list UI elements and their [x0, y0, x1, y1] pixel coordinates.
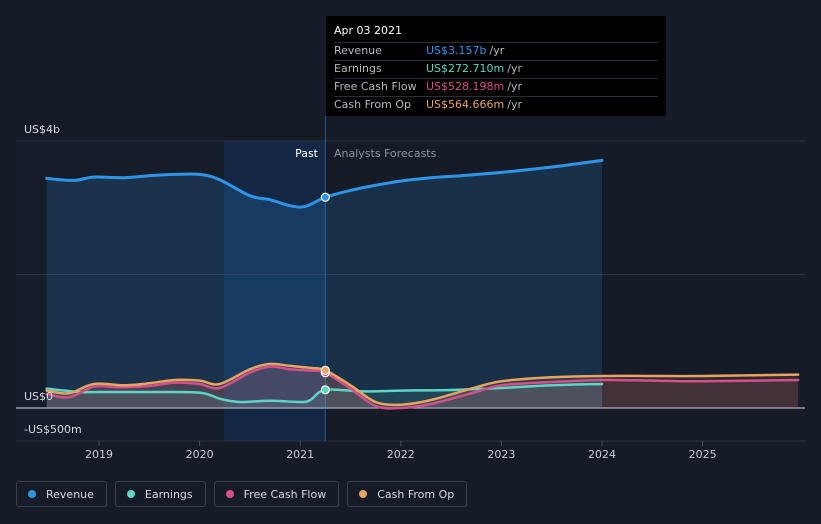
tooltip-row-cash-from-op: Cash From Op US$564.666m/yr: [334, 96, 658, 114]
legend-dot-icon: [225, 490, 234, 498]
x-tick-label-2020: 2020: [186, 448, 214, 461]
legend-revenue[interactable]: Revenue: [16, 481, 107, 507]
y-axis-bottom-label: -US$500m: [24, 423, 82, 436]
tooltip-row-free-cash-flow: Free Cash Flow US$528.198m/yr: [334, 78, 658, 96]
x-tick-label-2021: 2021: [286, 448, 314, 461]
cash-from-op-line: [45, 362, 800, 407]
past-label: Past: [295, 147, 319, 160]
free-cash-flow-line: [45, 365, 800, 410]
y-axis-top-label: US$4b: [24, 123, 60, 136]
x-tick-label-2022: 2022: [387, 448, 415, 461]
earnings-hover-point: [320, 385, 330, 395]
legend-cash-from-op[interactable]: Cash From Op: [347, 481, 468, 507]
cash-from-op-area: [46, 363, 799, 408]
tooltip-unit: /yr: [507, 80, 522, 93]
tooltip-label: Free Cash Flow: [334, 80, 417, 93]
tooltip-row-revenue: Revenue US$3.157b/yr: [334, 42, 658, 60]
tooltip-unit: /yr: [507, 62, 522, 75]
legend-dot-icon: [126, 490, 135, 498]
x-tick-label-2025: 2025: [689, 448, 717, 461]
x-tick-label-2019: 2019: [85, 448, 113, 461]
tooltip-unit: /yr: [489, 44, 505, 57]
legend-label: Free Cash Flow: [243, 487, 327, 501]
legend: Revenue Earnings Free Cash Flow Cash From O…: [16, 481, 468, 507]
revenue-area: [46, 160, 602, 408]
legend-label: Cash From Op: [377, 487, 455, 501]
x-tick-label-2024: 2024: [588, 448, 616, 461]
tooltip-label: Earnings: [334, 62, 382, 75]
tooltip-unit: /yr: [507, 98, 522, 111]
tooltip-value: US$272.710m: [426, 62, 505, 75]
forecast-label: Analysts Forecasts: [334, 147, 437, 160]
tooltip: Apr 03 2021 Revenue US$3.157b/yr Earnings U…: [326, 16, 666, 116]
x-tick-label-2023: 2023: [487, 448, 515, 461]
legend-free-cash-flow[interactable]: Free Cash Flow: [213, 481, 340, 507]
legend-label: Earnings: [144, 487, 193, 501]
tooltip-label: Cash From Op: [334, 98, 412, 111]
y-axis-zero-label: US$0: [24, 390, 53, 403]
legend-label: Revenue: [46, 487, 94, 501]
tooltip-row-earnings: Earnings US$272.710m/yr: [334, 60, 658, 78]
tooltip-value: US$528.198m: [426, 80, 505, 93]
free-cash-flow-area: [46, 366, 799, 409]
cash-from-op-hover-point: [320, 365, 330, 375]
tooltip-value: US$564.666m: [426, 98, 505, 111]
legend-dot-icon: [359, 490, 368, 498]
tooltip-value: US$3.157b: [426, 44, 487, 57]
legend-earnings[interactable]: Earnings: [114, 481, 206, 507]
revenue-hover-point: [320, 192, 330, 202]
tooltip-date: Apr 03 2021: [334, 24, 403, 37]
revenue-line: [45, 158, 604, 209]
legend-dot-icon: [28, 490, 36, 498]
tooltip-label: Revenue: [334, 44, 382, 57]
